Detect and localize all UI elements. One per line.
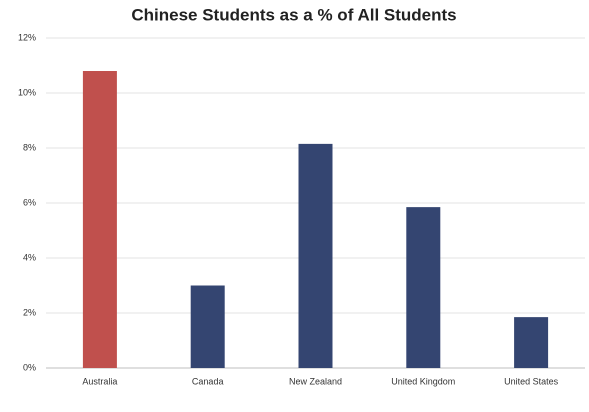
y-tick-label: 10% xyxy=(18,87,36,97)
x-tick-label: Canada xyxy=(192,376,224,386)
y-tick-label: 4% xyxy=(23,252,36,262)
y-tick-label: 2% xyxy=(23,307,36,317)
bar xyxy=(514,317,549,368)
bar xyxy=(406,207,441,368)
x-tick-label: Australia xyxy=(82,376,117,386)
y-tick-label: 8% xyxy=(23,142,36,152)
y-tick-label: 12% xyxy=(18,32,36,42)
x-tick-label: United Kingdom xyxy=(391,376,455,386)
y-tick-label: 6% xyxy=(23,197,36,207)
x-tick-label: United States xyxy=(504,376,559,386)
chart-title: Chinese Students as a % of All Students xyxy=(131,5,456,24)
bar xyxy=(82,71,117,368)
y-tick-label: 0% xyxy=(23,362,36,372)
bar xyxy=(190,285,225,368)
bar xyxy=(298,143,333,368)
x-tick-label: New Zealand xyxy=(289,376,342,386)
